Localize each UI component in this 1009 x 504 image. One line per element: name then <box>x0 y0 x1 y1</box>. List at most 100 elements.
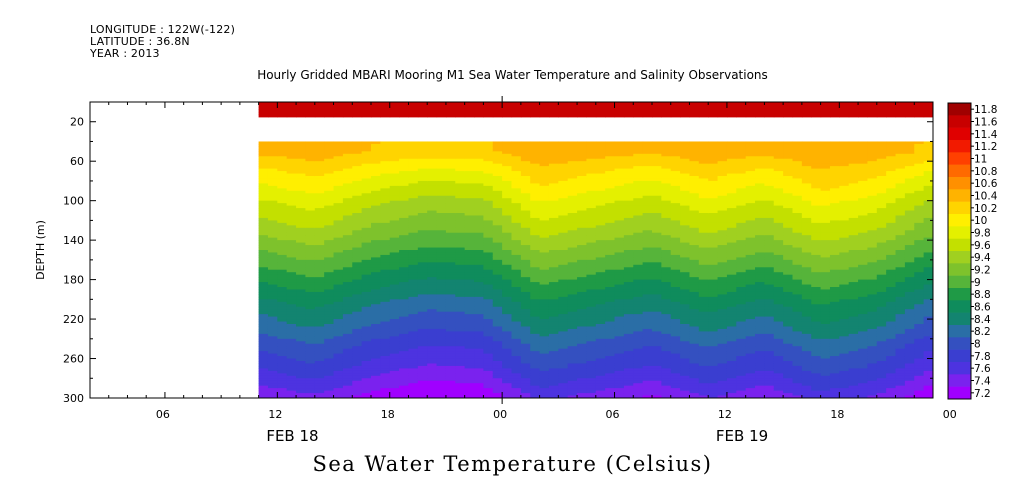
heatmap-cell <box>342 195 353 199</box>
heatmap-cell <box>361 106 372 110</box>
heatmap-cell <box>642 368 653 372</box>
heatmap-cell <box>623 351 634 355</box>
heatmap-cell <box>324 250 335 254</box>
heatmap-cell <box>380 141 391 145</box>
heatmap-cell <box>464 230 475 234</box>
heatmap-cell <box>277 274 288 278</box>
chart-title: Hourly Gridded MBARI Mooring M1 Sea Wate… <box>257 68 768 82</box>
heatmap-cell <box>436 198 447 202</box>
heatmap-cell <box>277 208 288 212</box>
heatmap-cell <box>408 291 419 295</box>
heatmap-cell <box>670 171 681 175</box>
heatmap-cell <box>633 156 644 160</box>
heatmap-cell <box>492 262 503 266</box>
heatmap-cell <box>436 176 447 180</box>
heatmap-cell <box>511 390 522 394</box>
heatmap-cell <box>286 291 297 295</box>
heatmap-cell <box>661 388 672 392</box>
heatmap-cell <box>371 146 381 150</box>
heatmap-cell <box>577 180 588 184</box>
heatmap-cell <box>389 316 400 320</box>
heatmap-cell <box>661 230 672 234</box>
heatmap-cell <box>605 102 616 106</box>
heatmap-cell <box>577 146 588 150</box>
heatmap-cell <box>605 388 616 392</box>
heatmap-cell <box>530 306 541 310</box>
heatmap-cell <box>258 365 269 369</box>
heatmap-cell <box>277 148 288 152</box>
heatmap-cell <box>520 341 531 345</box>
heatmap-cell <box>520 277 531 281</box>
heatmap-cell <box>464 198 475 202</box>
heatmap-cell <box>417 365 428 369</box>
heatmap-cell <box>511 180 522 184</box>
heatmap-cell <box>670 109 681 113</box>
heatmap-cell <box>595 279 606 283</box>
heatmap-cell <box>455 309 466 313</box>
heatmap-cell <box>539 183 550 187</box>
heatmap-cell <box>633 102 644 106</box>
heatmap-cell <box>605 277 616 281</box>
heatmap-cell <box>258 188 269 192</box>
heatmap-cell <box>408 222 419 226</box>
heatmap-cell <box>333 388 344 392</box>
heatmap-cell <box>455 163 466 167</box>
heatmap-cell <box>267 203 278 207</box>
heatmap-cell <box>633 393 644 397</box>
heatmap-cell <box>502 333 513 337</box>
heatmap-cell <box>652 153 662 157</box>
heatmap-cell <box>548 180 559 184</box>
heatmap-cell <box>623 353 634 357</box>
heatmap-cell <box>539 161 550 165</box>
heatmap-cell <box>492 215 503 219</box>
heatmap-cell <box>258 163 269 167</box>
heatmap-cell <box>371 395 381 398</box>
heatmap-cell <box>623 267 634 271</box>
heatmap-cell <box>305 333 316 337</box>
heatmap-cell <box>258 148 269 152</box>
heatmap-cell <box>670 104 681 108</box>
heatmap-cell <box>408 104 419 108</box>
heatmap-cell <box>680 143 691 147</box>
heatmap-cell <box>595 220 606 224</box>
heatmap-cell <box>567 203 578 207</box>
heatmap-cell <box>567 106 578 110</box>
heatmap-cell <box>258 306 269 310</box>
heatmap-cell <box>474 156 484 160</box>
heatmap-cell <box>296 176 307 180</box>
heatmap-cell <box>305 309 316 313</box>
heatmap-cell <box>305 235 316 239</box>
heatmap-cell <box>342 254 353 258</box>
heatmap-cell <box>324 215 335 219</box>
heatmap-cell <box>258 232 269 236</box>
heatmap-cell <box>548 161 559 165</box>
heatmap-cell <box>539 375 550 379</box>
heatmap-cell <box>614 346 625 350</box>
heatmap-cell <box>633 274 644 278</box>
heatmap-cell <box>464 341 475 345</box>
heatmap-cell <box>445 316 456 320</box>
heatmap-cell <box>474 343 484 347</box>
heatmap-cell <box>455 390 466 394</box>
heatmap-cell <box>511 333 522 337</box>
heatmap-cell <box>520 378 531 382</box>
heatmap-cell <box>427 161 438 165</box>
heatmap-cell <box>342 158 353 162</box>
heatmap-cell <box>548 109 559 113</box>
heatmap-cell <box>267 319 278 323</box>
heatmap-cell <box>436 383 447 387</box>
heatmap-cell <box>577 178 588 182</box>
heatmap-cell <box>502 146 513 150</box>
heatmap-cell <box>483 306 494 310</box>
heatmap-cell <box>352 210 363 214</box>
heatmap-cell <box>652 299 662 303</box>
heatmap-cell <box>642 242 653 246</box>
heatmap-cell <box>380 284 391 288</box>
heatmap-cell <box>417 336 428 340</box>
heatmap-cell <box>492 370 503 374</box>
heatmap-cell <box>352 373 363 377</box>
heatmap-cell <box>455 222 466 226</box>
heatmap-cell <box>333 343 344 347</box>
heatmap-cell <box>380 383 391 387</box>
heatmap-cell <box>455 259 466 263</box>
